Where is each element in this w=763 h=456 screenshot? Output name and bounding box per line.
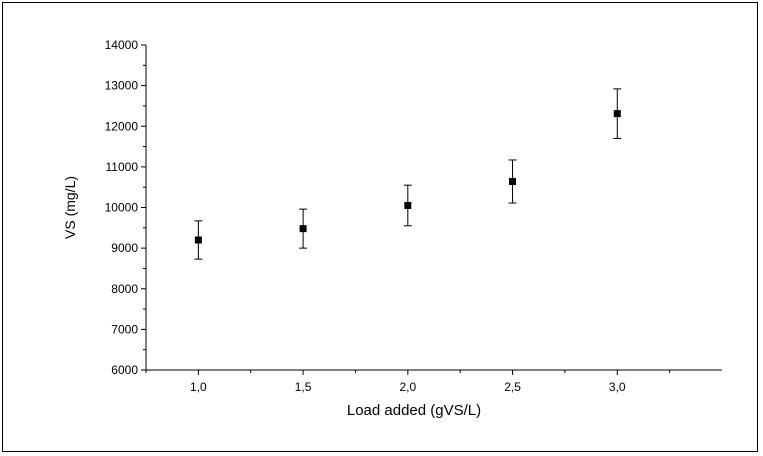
y-minor-ticks	[143, 64, 146, 351]
data-points	[194, 88, 622, 260]
y-axis-ticks: 6000 7000 8000 9000 10000 11000 12000 13000 1400…	[105, 38, 146, 377]
y-tick-label: 9000	[111, 241, 138, 255]
x-tick-label: 2,5	[504, 380, 521, 394]
data-point-marker	[299, 225, 307, 233]
data-point-marker	[404, 201, 412, 209]
y-tick-label: 8000	[111, 282, 138, 296]
data-point-marker	[613, 110, 621, 118]
x-tick-label: 2,0	[399, 380, 416, 394]
y-axis-label: VS (mg/L)	[62, 176, 78, 239]
y-tick-label: 12000	[105, 119, 139, 133]
x-tick-label: 3,0	[609, 380, 626, 394]
y-tick-label: 13000	[105, 79, 139, 93]
y-tick-label: 10000	[105, 201, 139, 215]
x-tick-label: 1,0	[190, 380, 207, 394]
y-tick-label: 7000	[111, 322, 138, 336]
y-tick-label: 6000	[111, 363, 138, 377]
figure-frame: 6000 7000 8000 9000 10000 11000 12000 13000 1400…	[2, 2, 758, 452]
scatter-chart: 6000 7000 8000 9000 10000 11000 12000 13000 1400…	[62, 38, 722, 419]
x-axis-label: Load added (gVS/L)	[347, 402, 481, 419]
y-tick-label: 14000	[105, 38, 139, 52]
data-point-marker	[194, 236, 202, 244]
y-tick-label: 11000	[106, 160, 139, 174]
x-axis-ticks: 1,0 1,5 2,0 2,5 3,0	[190, 370, 626, 394]
data-point-marker	[509, 178, 517, 185]
x-tick-label: 1,5	[295, 380, 312, 394]
